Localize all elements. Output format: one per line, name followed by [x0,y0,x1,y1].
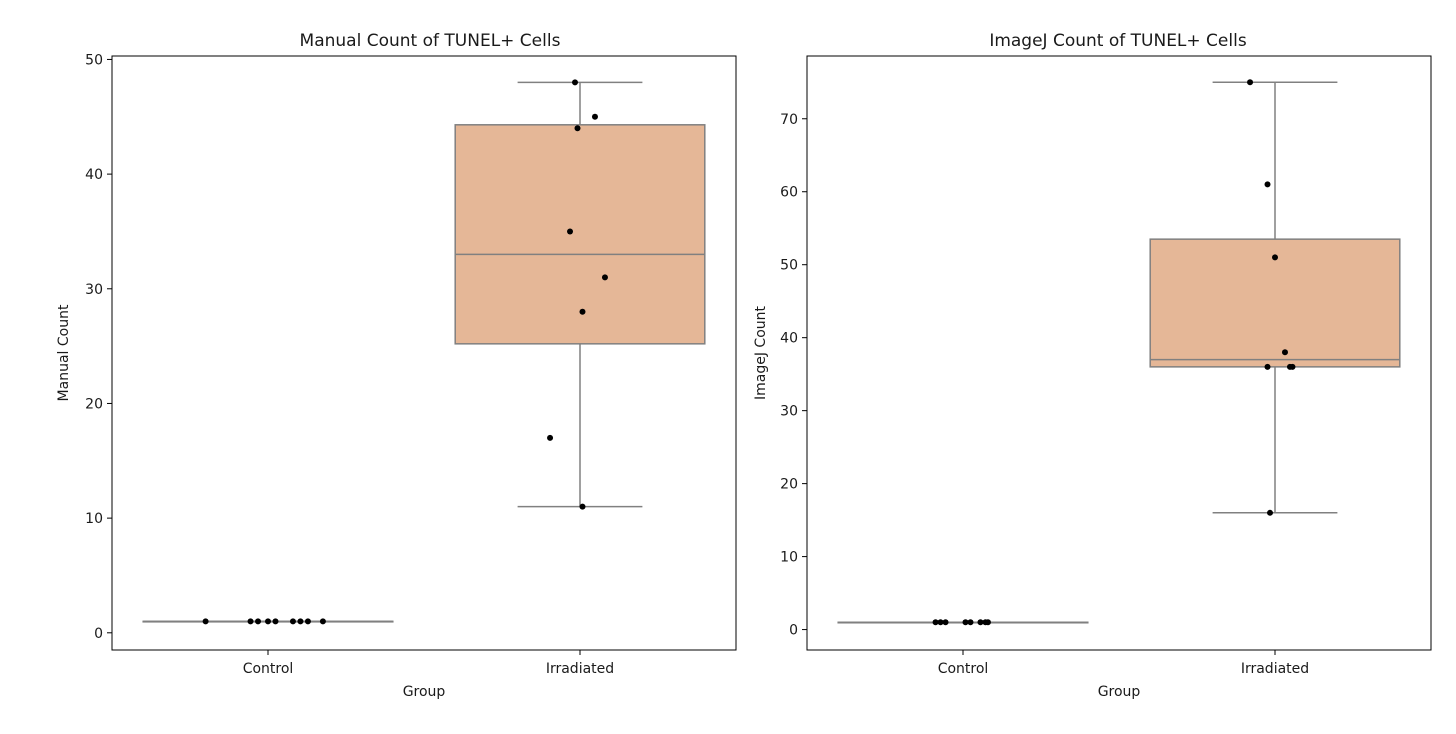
manual-irradiated-data-point [579,308,586,315]
manual-irradiated-data-point [579,503,586,510]
imagej-irradiated-data-point [1247,79,1254,86]
imagej-ytick-label: 0 [789,623,798,639]
imagej-ytick-label: 60 [780,185,798,201]
manual-ytick-label: 30 [85,282,103,298]
manual-chart-title: Manual Count of TUNEL+ Cells [300,31,561,51]
manual-control-data-point [202,618,209,625]
manual-irradiated-data-point [567,228,574,235]
manual-ytick-label: 10 [85,511,103,527]
imagej-ytick-label: 20 [780,477,798,493]
manual-y-axis-label: Manual Count [56,304,72,401]
manual-irradiated-data-point [574,125,581,132]
manual-ytick-label: 50 [85,52,103,68]
manual-xtick-label: Irradiated [546,661,614,677]
manual-irradiated-data-point [601,274,608,281]
imagej-irradiated-data-point [1289,363,1296,370]
manual-control-data-point [319,618,326,625]
manual-ytick-label: 0 [94,626,103,642]
imagej-control-data-point [984,619,991,626]
imagej-y-axis-label: ImageJ Count [753,305,769,400]
manual-control-data-point [289,618,296,625]
imagej-plot-frame [806,55,1432,651]
imagej-ytick-label: 10 [780,550,798,566]
imagej-xtick-label: Irradiated [1241,661,1309,677]
imagej-x-axis-label: Group [1098,684,1141,700]
imagej-irradiated-data-point [1272,254,1278,261]
imagej-irradiated-data-point [1264,363,1271,370]
manual-ytick-label: 20 [85,396,103,412]
manual-count-panel: Manual Count of TUNEL+ Cells 0 10 20 30 40 50… [56,31,737,700]
imagej-control-data-point [962,619,969,626]
manual-xtick-label: Control [243,661,294,677]
imagej-control-data-point [932,619,939,626]
imagej-ytick-label: 50 [780,258,798,274]
manual-x-axis-label: Group [403,684,446,700]
imagej-control-data-point [942,619,949,626]
imagej-chart-title: ImageJ Count of TUNEL+ Cells [989,31,1247,51]
imagej-xtick-label: Control [938,661,989,677]
manual-control-data-point [272,618,279,625]
imagej-count-panel: ImageJ Count of TUNEL+ Cells 0 10 20 30 40 50… [753,31,1432,700]
imagej-irradiated-data-point [1267,509,1274,516]
manual-control-data-point [247,618,254,625]
manual-irradiated-data-point [572,79,579,86]
manual-irradiated-data-point [547,434,554,441]
manual-control-data-point [304,618,311,625]
manual-irradiated-box [454,124,706,345]
imagej-irradiated-data-point [1281,349,1288,356]
manual-control-data-point [265,618,271,625]
imagej-ytick-label: 40 [780,331,798,347]
manual-ytick-label: 40 [85,167,103,183]
imagej-control-data-point [977,619,984,626]
imagej-control-data-point [967,619,974,626]
imagej-control-data-point [937,619,944,626]
manual-plot-frame [111,55,737,651]
manual-control-data-point [255,618,262,625]
manual-irradiated-data-point [591,113,598,120]
imagej-ytick-label: 70 [780,112,798,128]
imagej-ytick-label: 30 [780,404,798,420]
imagej-irradiated-box [1149,238,1401,368]
manual-control-data-point [297,618,304,625]
imagej-irradiated-data-point [1264,181,1271,188]
